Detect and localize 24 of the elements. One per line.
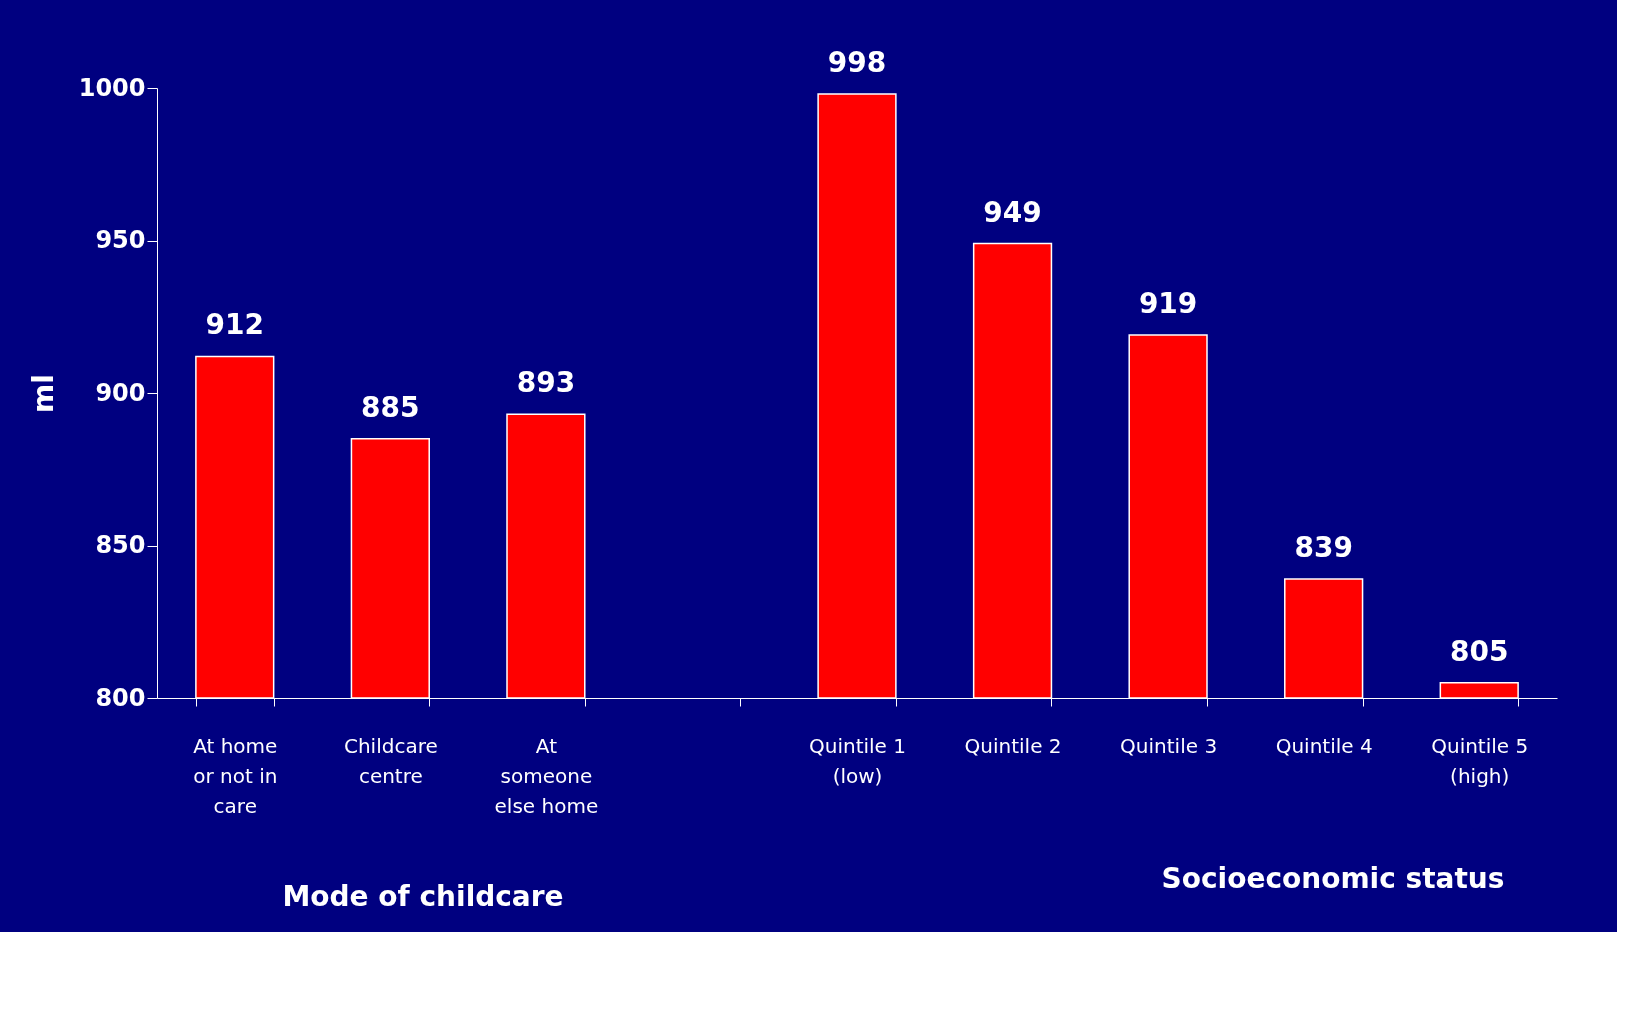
x-tick-label: Quintile 5 (high) [1431,733,1529,788]
x-tick-label: Quintile 1 (low) [809,733,906,788]
data-label: 893 [516,366,576,400]
y-tick-label: 900 [95,378,146,407]
x-tick-label: Quintile 4 [1275,733,1373,758]
text: Socioeconomic status [1161,862,1505,895]
data-label: 805 [1450,634,1509,668]
x-tick-label: Quintile 3 [1120,733,1218,758]
x-tick-label: Quintile 2 [964,733,1062,758]
data-label: 998 [827,46,887,80]
x-tick-label: At home or not in care [193,733,278,818]
data-label: 949 [983,195,1042,229]
y-tick-label: 950 [95,226,146,254]
y-axis-title: ml [26,374,60,413]
x-tick-label: At someone else home [494,733,599,818]
y-tick-label: 850 [95,531,146,559]
data-label: 912 [205,308,264,342]
y-tick-label: 800 [95,683,146,712]
data-label: 839 [1294,531,1353,565]
y-tick-label: 1000 [78,73,146,102]
x-tick-label: Childcare centre [343,733,438,788]
text: Mode of childcare [282,880,564,913]
data-label: 919 [1138,287,1198,321]
data-label: 885 [361,390,420,424]
